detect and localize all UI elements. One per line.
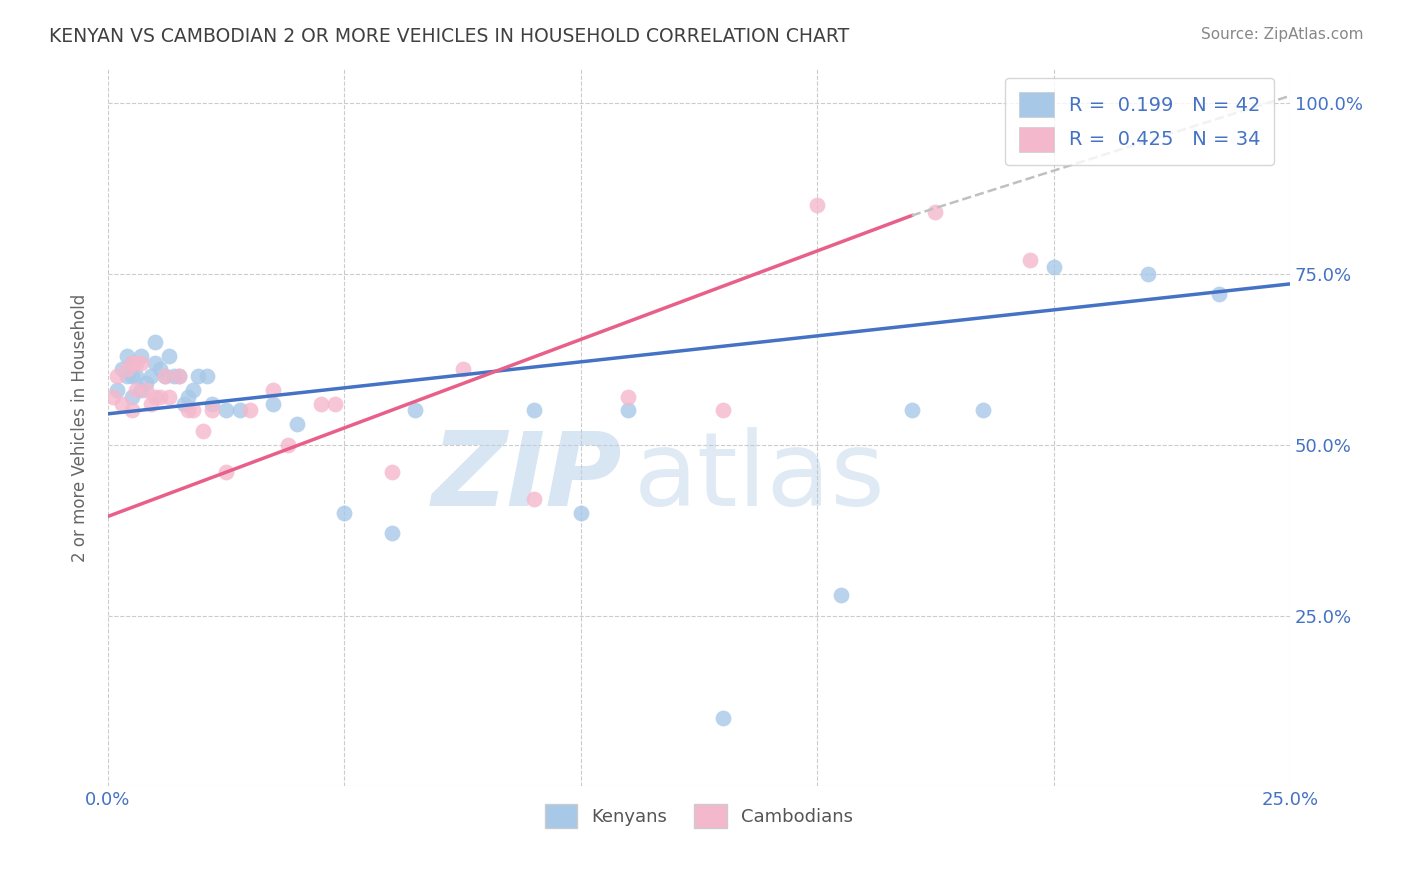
Point [139, 396, 162, 410]
Point [129, 349, 152, 363]
Point [125, 355, 148, 369]
Point [830, 588, 852, 602]
Point [129, 355, 152, 369]
Text: Source: ZipAtlas.com: Source: ZipAtlas.com [1201, 27, 1364, 42]
Point [177, 390, 200, 404]
Point [173, 396, 195, 410]
Point [1042, 260, 1064, 274]
Legend: Kenyans, Cambodians: Kenyans, Cambodians [537, 797, 860, 835]
Point [1208, 287, 1230, 301]
Point [333, 506, 356, 520]
Point [159, 390, 181, 404]
Point [900, 403, 922, 417]
Point [121, 355, 143, 369]
Point [121, 390, 143, 404]
Point [201, 396, 224, 410]
Point [115, 369, 138, 384]
Point [149, 362, 172, 376]
Point [229, 403, 252, 417]
Point [617, 403, 640, 417]
Point [129, 383, 152, 397]
Point [153, 369, 176, 384]
Point [149, 390, 172, 404]
Point [215, 403, 238, 417]
Point [101, 390, 124, 404]
Point [924, 205, 946, 219]
Point [115, 362, 138, 376]
Text: ZIP: ZIP [432, 427, 623, 528]
Point [617, 390, 640, 404]
Point [167, 369, 190, 384]
Point [239, 403, 262, 417]
Point [309, 396, 332, 410]
Point [153, 369, 176, 384]
Point [522, 492, 544, 507]
Point [285, 417, 308, 431]
Point [143, 355, 166, 369]
Point [181, 383, 204, 397]
Point [111, 396, 134, 410]
Point [711, 403, 734, 417]
Point [121, 369, 143, 384]
Point [522, 403, 544, 417]
Point [125, 383, 148, 397]
Point [167, 369, 190, 384]
Point [195, 369, 218, 384]
Point [972, 403, 994, 417]
Point [135, 383, 157, 397]
Point [177, 403, 200, 417]
Point [381, 526, 404, 541]
Point [277, 437, 299, 451]
Point [323, 396, 346, 410]
Point [569, 506, 592, 520]
Point [163, 369, 186, 384]
Point [451, 362, 474, 376]
Point [187, 369, 209, 384]
Point [181, 403, 204, 417]
Point [215, 465, 238, 479]
Point [115, 349, 138, 363]
Point [143, 390, 166, 404]
Point [139, 369, 162, 384]
Point [135, 376, 157, 390]
Point [125, 369, 148, 384]
Point [111, 362, 134, 376]
Text: atlas: atlas [634, 427, 886, 528]
Point [107, 383, 129, 397]
Point [159, 349, 181, 363]
Point [263, 396, 285, 410]
Point [191, 424, 214, 438]
Point [107, 369, 129, 384]
Point [263, 383, 285, 397]
Point [1019, 252, 1042, 267]
Point [143, 334, 166, 349]
Point [121, 355, 143, 369]
Point [121, 403, 143, 417]
Y-axis label: 2 or more Vehicles in Household: 2 or more Vehicles in Household [72, 293, 89, 562]
Point [201, 403, 224, 417]
Text: KENYAN VS CAMBODIAN 2 OR MORE VEHICLES IN HOUSEHOLD CORRELATION CHART: KENYAN VS CAMBODIAN 2 OR MORE VEHICLES I… [49, 27, 849, 45]
Point [711, 711, 734, 725]
Point [806, 198, 828, 212]
Point [381, 465, 404, 479]
Point [404, 403, 426, 417]
Point [1137, 267, 1160, 281]
